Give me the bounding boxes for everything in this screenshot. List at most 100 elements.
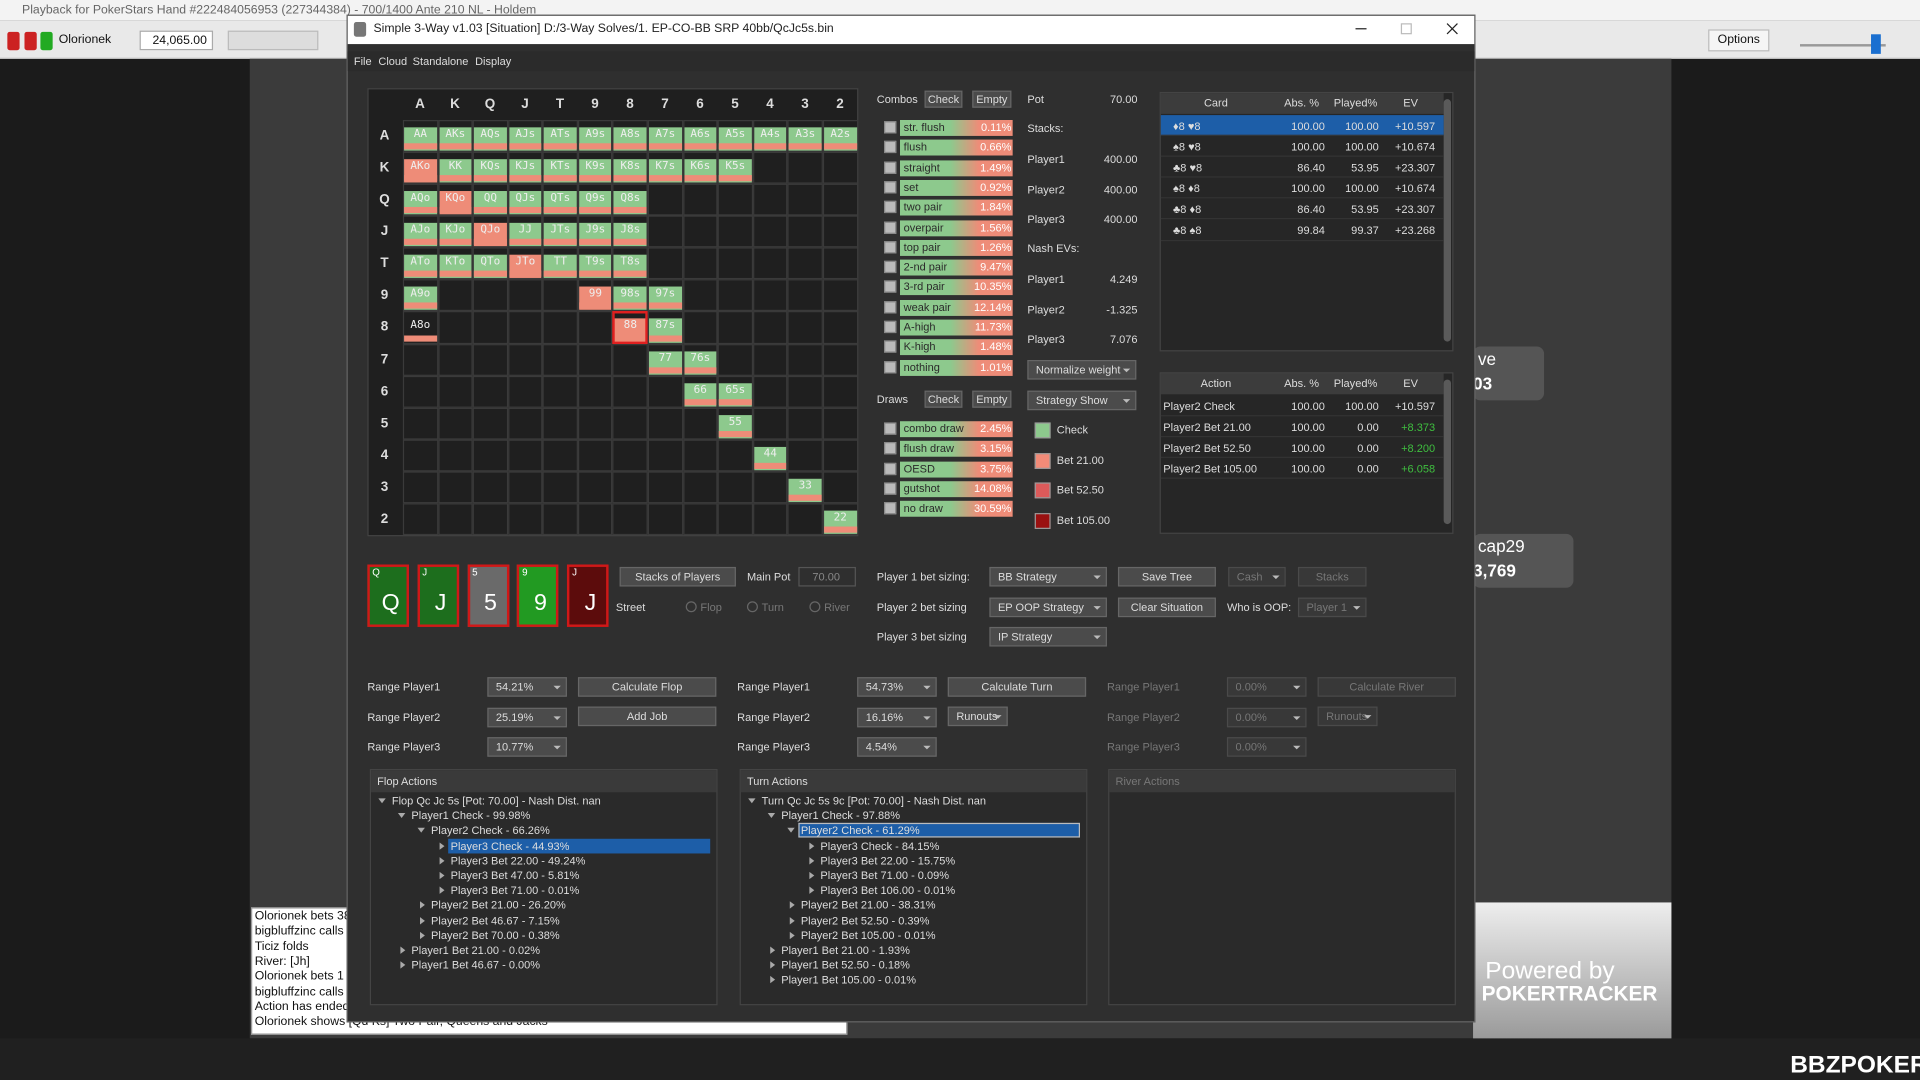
grid-cell[interactable] xyxy=(507,183,543,216)
grid-cell[interactable] xyxy=(542,503,578,536)
grid-cell[interactable] xyxy=(822,311,858,344)
grid-cell[interactable] xyxy=(402,215,438,248)
grid-cell[interactable] xyxy=(402,247,438,280)
range-value[interactable]: 0.00% xyxy=(1226,707,1307,727)
range-value[interactable]: 10.77% xyxy=(487,737,567,757)
strategy-dropdown[interactable]: Strategy Show xyxy=(1027,390,1137,411)
grid-cell[interactable] xyxy=(402,439,438,472)
grid-cell[interactable] xyxy=(752,183,788,216)
grid-cell[interactable] xyxy=(787,215,823,248)
range-value[interactable]: 54.73% xyxy=(857,677,937,697)
checkbox[interactable] xyxy=(884,360,897,373)
grid-cell[interactable] xyxy=(507,311,543,344)
grid-cell[interactable] xyxy=(717,375,753,408)
grid-cell[interactable] xyxy=(682,375,718,408)
table-row[interactable] xyxy=(1160,157,1444,178)
grid-cell[interactable] xyxy=(402,120,438,152)
grid-cell[interactable] xyxy=(647,279,683,312)
checkbox[interactable] xyxy=(884,121,897,134)
grid-cell[interactable] xyxy=(717,183,753,216)
grid-cell[interactable] xyxy=(647,407,683,440)
minimize[interactable] xyxy=(1355,28,1367,30)
grid-cell[interactable] xyxy=(402,407,438,440)
grid-cell[interactable] xyxy=(437,503,473,536)
grid-cell[interactable] xyxy=(612,215,648,248)
tree-node[interactable]: Player3 Check - 84.15% xyxy=(820,839,940,852)
grid-cell[interactable] xyxy=(717,439,753,472)
slider-knob[interactable] xyxy=(1871,34,1881,54)
stacks-button[interactable]: Stacks xyxy=(1297,566,1367,587)
table-row[interactable] xyxy=(1160,178,1444,199)
menu-item[interactable]: Standalone xyxy=(412,55,469,68)
bet-sizing-dropdown[interactable]: EP OOP Strategy xyxy=(989,596,1107,617)
grid-cell[interactable] xyxy=(542,247,578,280)
checkbox[interactable] xyxy=(884,502,897,515)
grid-cell[interactable] xyxy=(577,183,613,216)
grid-cell[interactable] xyxy=(787,471,823,504)
tree-node[interactable]: Player1 Check - 97.88% xyxy=(781,809,901,822)
runouts-dropdown[interactable]: Runouts xyxy=(1317,706,1378,727)
grid-cell[interactable] xyxy=(822,120,858,152)
tree-node[interactable]: Player2 Bet 21.00 - 38.31% xyxy=(800,899,936,912)
grid-cell[interactable] xyxy=(542,375,578,408)
grid-cell[interactable] xyxy=(437,311,473,344)
grid-cell[interactable] xyxy=(752,439,788,472)
grid-cell[interactable] xyxy=(612,247,648,280)
menu-item[interactable]: Display xyxy=(475,55,512,68)
grid-cell[interactable] xyxy=(507,279,543,312)
grid-cell[interactable] xyxy=(402,375,438,408)
grid-cell[interactable] xyxy=(717,120,753,152)
check-button[interactable]: Check xyxy=(924,390,963,408)
grid-cell[interactable] xyxy=(787,503,823,536)
stacks-of-players[interactable]: Stacks of Players xyxy=(619,566,736,587)
grid-cell[interactable] xyxy=(507,151,543,184)
grid-cell[interactable] xyxy=(647,503,683,536)
grid-cell[interactable] xyxy=(682,471,718,504)
tree-node[interactable]: Player3 Bet 22.00 - 15.75% xyxy=(820,854,956,867)
grid-cell[interactable] xyxy=(472,279,508,312)
tree-node[interactable]: Player2 Check - 61.29% xyxy=(800,824,920,837)
grid-cell[interactable] xyxy=(542,471,578,504)
grid-cell[interactable] xyxy=(577,439,613,472)
grid-cell[interactable] xyxy=(542,215,578,248)
board-card[interactable] xyxy=(367,564,409,627)
grid-cell[interactable] xyxy=(787,247,823,280)
checkbox[interactable] xyxy=(884,462,897,475)
range-button[interactable]: Calculate Turn xyxy=(947,677,1087,697)
grid-cell[interactable] xyxy=(402,183,438,216)
grid-cell[interactable] xyxy=(507,375,543,408)
grid-cell[interactable] xyxy=(577,471,613,504)
grid-cell[interactable] xyxy=(542,439,578,472)
range-value[interactable]: 0.00% xyxy=(1226,677,1307,697)
grid-cell[interactable] xyxy=(577,151,613,184)
grid-cell[interactable] xyxy=(822,247,858,280)
grid-cell[interactable] xyxy=(437,215,473,248)
grid-cell[interactable] xyxy=(822,375,858,408)
grid-cell[interactable] xyxy=(507,343,543,376)
grid-cell[interactable] xyxy=(612,151,648,184)
grid-cell[interactable] xyxy=(542,120,578,152)
grid-cell[interactable] xyxy=(682,279,718,312)
range-value[interactable]: 25.19% xyxy=(487,707,567,727)
grid-cell[interactable] xyxy=(752,503,788,536)
grid-cell[interactable] xyxy=(717,215,753,248)
stack-box[interactable]: 24,065.00 xyxy=(139,30,214,51)
grid-cell[interactable] xyxy=(752,247,788,280)
grid-cell[interactable] xyxy=(787,343,823,376)
grid-cell[interactable] xyxy=(787,311,823,344)
grid-cell[interactable] xyxy=(437,120,473,152)
grid-cell[interactable] xyxy=(822,151,858,184)
grid-cell[interactable] xyxy=(682,247,718,280)
tree-node[interactable]: Turn Qc Jc 5s 9c [Pot: 70.00] - Nash Dis… xyxy=(761,794,987,807)
menu-item[interactable]: Cloud xyxy=(378,55,408,68)
grid-cell[interactable] xyxy=(647,151,683,184)
grid-cell[interactable] xyxy=(752,120,788,152)
tree-node[interactable]: Player2 Bet 70.00 - 0.38% xyxy=(431,929,560,942)
grid-cell[interactable] xyxy=(437,247,473,280)
grid-cell[interactable] xyxy=(682,439,718,472)
grid-cell[interactable] xyxy=(717,503,753,536)
grid-cell[interactable] xyxy=(507,471,543,504)
grid-cell[interactable] xyxy=(472,215,508,248)
grid-cell[interactable] xyxy=(402,343,438,376)
grid-cell[interactable] xyxy=(437,183,473,216)
